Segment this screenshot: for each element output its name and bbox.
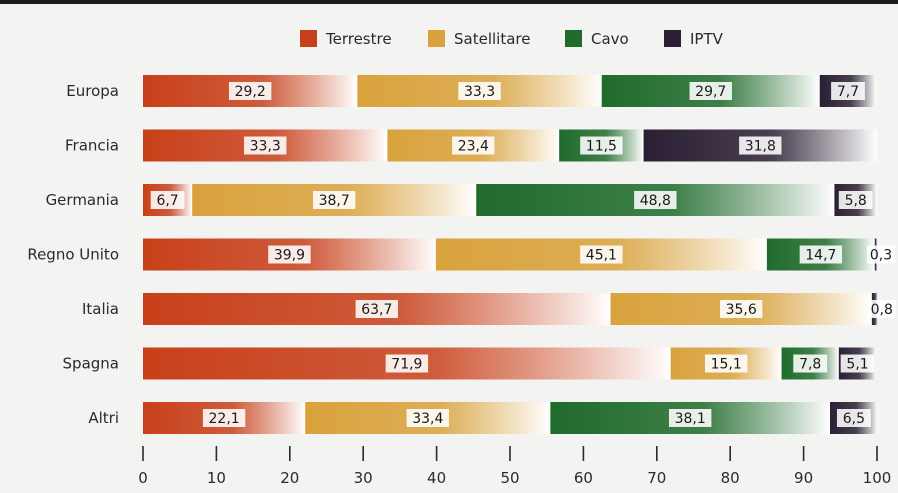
data-label: 14,7 xyxy=(805,248,836,264)
legend-swatch-satellitare xyxy=(428,30,445,47)
data-label-box xyxy=(793,354,828,373)
legend-label-cavo: Cavo xyxy=(591,30,629,48)
data-label: 6,7 xyxy=(156,193,178,209)
data-label-box xyxy=(452,136,495,155)
legend-swatch-terrestre xyxy=(300,30,317,47)
data-label-box xyxy=(668,409,712,427)
data-label: 45,1 xyxy=(586,248,617,264)
data-label-box xyxy=(867,300,896,318)
bars: Europa 29,2 33,3 29,7 7,7 Francia 33,3 23,4 11,5… xyxy=(27,75,896,434)
data-label: 29,7 xyxy=(695,84,726,100)
legend-label-satellitare: Satellitare xyxy=(454,30,530,48)
data-label-box xyxy=(268,245,311,264)
data-label: 7,8 xyxy=(799,357,821,373)
data-label-box xyxy=(799,245,843,264)
data-label-box xyxy=(458,82,501,100)
data-label: 33,4 xyxy=(412,411,443,427)
data-label: 71,9 xyxy=(391,357,422,373)
data-label: 38,7 xyxy=(319,193,350,209)
data-label-box xyxy=(313,191,356,209)
data-label: 48,8 xyxy=(640,193,671,209)
x-tick-label: 80 xyxy=(721,469,740,487)
top-rule xyxy=(0,0,898,4)
data-label: 33,3 xyxy=(464,84,495,100)
data-label-box xyxy=(150,191,185,209)
category-label: Italia xyxy=(82,300,119,318)
x-tick-label: 30 xyxy=(354,469,373,487)
x-axis: 0 10 20 30 40 50 60 70 80 90 100 xyxy=(138,446,891,487)
data-label: 5,8 xyxy=(845,193,867,209)
data-label-box xyxy=(355,300,398,318)
data-label-box xyxy=(831,82,865,100)
x-tick-label: 70 xyxy=(647,469,666,487)
data-label: 5,1 xyxy=(846,357,868,373)
x-tick-label: 100 xyxy=(863,469,892,487)
legend-swatch-cavo xyxy=(565,30,582,47)
category-label: Europa xyxy=(66,82,119,100)
data-label: 6,5 xyxy=(843,411,865,427)
data-label: 23,4 xyxy=(458,139,489,155)
data-label-box xyxy=(867,245,895,264)
data-label: 33,3 xyxy=(250,139,281,155)
data-label: 39,9 xyxy=(274,248,305,264)
x-tick-label: 40 xyxy=(427,469,446,487)
data-label-box xyxy=(244,136,287,155)
legend: Terrestre Satellitare Cavo IPTV xyxy=(300,30,724,48)
category-label: Germania xyxy=(46,191,119,209)
data-label: 0,3 xyxy=(870,248,892,264)
data-label-box xyxy=(406,409,449,427)
legend-label-terrestre: Terrestre xyxy=(325,30,392,48)
data-label-box xyxy=(580,245,623,264)
data-label: 11,5 xyxy=(586,139,617,155)
data-label: 0,8 xyxy=(871,302,893,318)
data-label-box xyxy=(228,82,272,100)
x-tick-label: 0 xyxy=(138,469,148,487)
legend-swatch-iptv xyxy=(664,30,681,47)
data-label: 15,1 xyxy=(711,357,742,373)
data-label-box xyxy=(840,354,875,373)
data-label: 22,1 xyxy=(209,411,240,427)
data-label: 63,7 xyxy=(361,302,392,318)
data-label-box xyxy=(385,354,429,373)
data-label-box xyxy=(580,136,623,155)
x-tick-label: 10 xyxy=(207,469,226,487)
category-label: Francia xyxy=(65,137,119,155)
data-label: 35,6 xyxy=(726,302,757,318)
x-tick-label: 20 xyxy=(280,469,299,487)
data-label: 29,2 xyxy=(235,84,266,100)
data-label-box xyxy=(704,354,748,373)
data-label-box xyxy=(836,409,871,427)
data-label: 31,8 xyxy=(745,139,776,155)
category-label: Spagna xyxy=(63,355,119,373)
x-tick-label: 60 xyxy=(574,469,593,487)
data-label: 38,1 xyxy=(675,411,706,427)
legend-label-iptv: IPTV xyxy=(690,30,724,48)
data-label-box xyxy=(739,136,782,155)
category-label: Altri xyxy=(88,409,119,427)
data-label: 7,7 xyxy=(837,84,859,100)
data-label-box xyxy=(202,409,246,427)
data-label-box xyxy=(838,191,873,209)
x-tick-label: 90 xyxy=(794,469,813,487)
data-label-box xyxy=(720,300,763,318)
x-tick-label: 50 xyxy=(500,469,519,487)
data-label-box xyxy=(689,82,732,100)
category-label: Regno Unito xyxy=(27,246,119,264)
data-label-box xyxy=(634,191,677,209)
